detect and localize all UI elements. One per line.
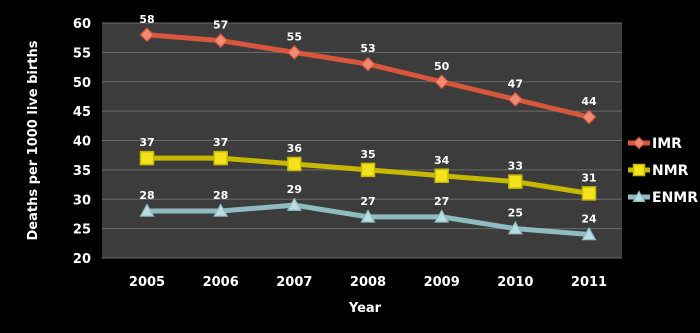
imr-marker [139, 27, 155, 43]
legend-item-nmr: NMR [628, 163, 689, 179]
legend-marker-imr [632, 136, 646, 150]
imr-data-label: 47 [508, 77, 523, 90]
nmr-data-label: 31 [581, 171, 596, 184]
enmr-data-label: 27 [360, 195, 375, 208]
imr-data-label: 55 [287, 30, 302, 43]
nmr-data-label: 37 [213, 136, 228, 149]
legend: IMR NMR ENMR [628, 136, 698, 206]
imr-data-label: 53 [360, 42, 375, 55]
series-imr [139, 27, 597, 125]
x-tick-label: 2010 [497, 275, 533, 290]
legend-label-nmr: NMR [652, 163, 689, 179]
y-tick-label: 35 [73, 164, 91, 179]
x-tick-label: 2005 [129, 275, 165, 290]
y-tick-label: 45 [73, 105, 91, 120]
nmr-data-label: 34 [434, 154, 450, 167]
enmr-data-label: 28 [213, 189, 228, 202]
nmr-data-label: 37 [139, 136, 154, 149]
imr-data-label: 57 [213, 19, 228, 32]
nmr-data-label: 35 [360, 148, 375, 161]
nmr-marker [287, 156, 302, 172]
y-tick-label: 50 [73, 76, 91, 91]
legend-label-enmr: ENMR [652, 190, 698, 206]
x-tick-label: 2008 [350, 275, 386, 290]
x-tick-label: 2011 [571, 275, 607, 290]
nmr-marker [213, 150, 228, 166]
enmr-marker [360, 209, 376, 223]
x-axis-title: Year [348, 301, 382, 316]
nmr-marker [508, 174, 523, 189]
x-tick-label: 2007 [276, 275, 312, 290]
data-labels: 58 57 55 53 50 47 44 37 37 36 35 34 33 31 28 28 29 27 27 25… [139, 13, 597, 226]
enmr-data-label: 24 [581, 213, 597, 226]
legend-label-imr: IMR [652, 136, 682, 152]
enmr-marker [581, 226, 597, 241]
nmr-marker [360, 162, 376, 178]
y-tick-label: 30 [73, 193, 91, 208]
x-tick-label: 2009 [424, 275, 460, 290]
enmr-marker [139, 203, 155, 217]
nmr-marker [139, 150, 155, 166]
imr-marker [581, 109, 597, 125]
enmr-data-label: 29 [287, 183, 302, 196]
y-tick-label: 40 [73, 135, 91, 150]
y-tick-label: 55 [73, 46, 91, 61]
enmr-marker [507, 220, 523, 235]
legend-marker-nmr [632, 163, 646, 177]
legend-item-enmr: ENMR [628, 190, 698, 206]
x-tick-label: 2006 [203, 275, 239, 290]
imr-data-label: 58 [139, 13, 154, 26]
y-axis-ticks: 20 25 30 35 40 45 50 55 60 [73, 17, 91, 267]
gridlines [102, 22, 622, 259]
imr-marker [434, 74, 450, 90]
enmr-marker [213, 203, 229, 217]
x-axis-ticks: 2005 2006 2007 2008 2009 2010 2011 [129, 275, 607, 290]
enmr-marker [286, 197, 302, 211]
enmr-data-label: 25 [508, 207, 523, 220]
imr-data-label: 50 [434, 60, 450, 73]
imr-marker [360, 56, 376, 72]
legend-item-imr: IMR [628, 136, 682, 152]
imr-marker [286, 45, 302, 60]
nmr-data-label: 36 [287, 142, 303, 155]
enmr-marker [434, 209, 450, 223]
imr-marker [213, 33, 229, 48]
series-group [139, 27, 597, 241]
series-enmr [139, 197, 597, 241]
series-nmr [139, 150, 597, 201]
y-axis-title: Deaths per 1000 live births [26, 40, 41, 240]
imr-data-label: 44 [581, 95, 597, 108]
nmr-data-label: 33 [508, 160, 523, 173]
nmr-marker [581, 186, 597, 201]
legend-marker-enmr [632, 190, 646, 202]
enmr-data-label: 28 [139, 189, 154, 202]
y-tick-label: 20 [73, 252, 91, 267]
y-tick-label: 60 [73, 17, 91, 32]
enmr-data-label: 27 [434, 195, 449, 208]
imr-marker [507, 92, 523, 107]
nmr-marker [434, 168, 449, 183]
y-tick-label: 25 [73, 223, 91, 238]
